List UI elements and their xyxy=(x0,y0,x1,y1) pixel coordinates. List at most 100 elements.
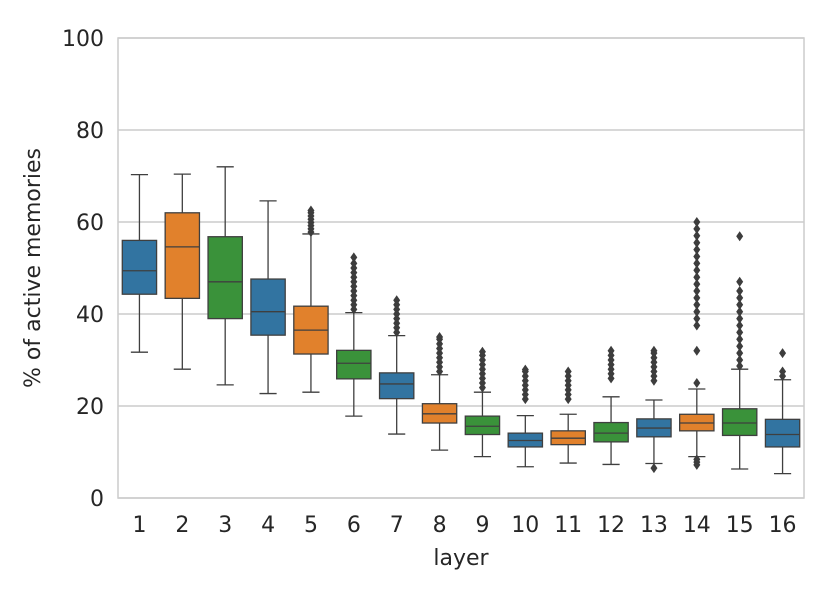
outlier-point xyxy=(693,251,701,262)
box-layer-4 xyxy=(250,200,286,395)
x-tick-label: 15 xyxy=(726,513,754,538)
x-tick-label: 5 xyxy=(304,513,318,538)
outlier-point xyxy=(693,265,701,276)
x-tick-label: 6 xyxy=(347,513,361,538)
y-tick-label: 80 xyxy=(76,119,104,144)
iqr-box xyxy=(121,239,158,295)
box-layer-16 xyxy=(764,348,801,475)
box-layer-11 xyxy=(550,366,586,464)
iqr-box xyxy=(464,415,501,436)
outlier-point xyxy=(736,313,744,324)
box-layer-9 xyxy=(464,346,501,458)
outlier-point xyxy=(693,272,701,283)
x-tick-label: 1 xyxy=(132,513,146,538)
box-layer-6 xyxy=(336,252,372,417)
box-layer-2 xyxy=(164,173,201,370)
x-tick-label: 12 xyxy=(597,513,625,538)
outlier-point xyxy=(693,292,701,303)
outlier-point xyxy=(736,341,744,352)
outlier-point xyxy=(736,355,744,365)
outlier-point xyxy=(779,348,787,359)
outlier-point xyxy=(693,378,701,388)
outlier-point xyxy=(350,258,358,269)
outlier-point xyxy=(736,348,744,359)
iqr-box xyxy=(250,278,286,336)
box-layer-10 xyxy=(507,364,544,468)
outlier-point xyxy=(736,327,744,338)
box-layer-3 xyxy=(207,166,243,386)
iqr-box xyxy=(593,421,629,443)
x-tick-label: 4 xyxy=(261,513,275,538)
box-layer-7 xyxy=(378,295,415,435)
outlier-point xyxy=(478,346,486,357)
outlier-point xyxy=(736,306,744,317)
outlier-point xyxy=(693,223,701,234)
boxes-layer xyxy=(121,166,801,475)
iqr-box xyxy=(764,418,801,448)
outlier-point xyxy=(693,230,701,241)
outlier-point xyxy=(693,345,701,356)
outlier-point xyxy=(736,231,744,242)
y-axis-label: % of active memories xyxy=(21,148,46,388)
outlier-point xyxy=(693,313,701,324)
y-tick-labels: 0 20 40 60 80 100 xyxy=(62,27,104,512)
box-layer-5 xyxy=(293,205,329,393)
box-layer-12 xyxy=(593,345,629,466)
x-tick-label: 2 xyxy=(175,513,189,538)
outlier-point xyxy=(779,366,787,377)
y-tick-label: 40 xyxy=(76,303,104,328)
outlier-point xyxy=(393,295,401,306)
x-tick-label: 16 xyxy=(769,513,797,538)
y-tick-label: 100 xyxy=(62,27,104,52)
y-tick-label: 0 xyxy=(90,487,104,512)
x-tick-label: 10 xyxy=(511,513,539,538)
outlier-point xyxy=(650,463,658,474)
outlier-point xyxy=(693,258,701,269)
outlier-point xyxy=(693,244,701,255)
y-tick-label: 20 xyxy=(76,395,104,420)
outlier-point xyxy=(736,299,744,310)
outlier-point xyxy=(736,320,744,331)
outlier-point xyxy=(693,217,701,227)
outlier-point xyxy=(693,286,701,296)
iqr-box xyxy=(378,372,415,400)
outlier-point xyxy=(650,345,658,356)
x-tick-label: 8 xyxy=(433,513,447,538)
outlier-point xyxy=(736,334,744,345)
iqr-box xyxy=(721,408,758,437)
iqr-box xyxy=(207,236,243,320)
outlier-point xyxy=(521,364,529,375)
x-tick-label: 11 xyxy=(554,513,582,538)
outlier-point xyxy=(607,345,615,356)
outlier-point xyxy=(350,252,358,263)
box-layer-8 xyxy=(421,332,458,451)
outlier-point xyxy=(693,237,701,248)
outlier-point xyxy=(693,279,701,290)
box-layer-13 xyxy=(636,345,672,474)
outlier-point xyxy=(736,286,744,296)
outlier-point xyxy=(693,299,701,310)
outlier-point xyxy=(307,205,315,216)
iqr-box xyxy=(336,349,372,380)
x-tick-label: 7 xyxy=(390,513,404,538)
box-layer-14 xyxy=(679,217,715,470)
outlier-point xyxy=(736,276,744,287)
outlier-point xyxy=(736,292,744,303)
outlier-point xyxy=(693,306,701,317)
x-tick-label: 13 xyxy=(640,513,668,538)
iqr-box xyxy=(164,212,201,300)
plot-frame xyxy=(117,37,805,499)
box-layer-15 xyxy=(721,231,758,470)
outlier-point xyxy=(736,360,744,371)
x-tick-labels: 1 2 3 4 5 6 7 8 9 10 11 12 13 14 15 16 xyxy=(132,513,796,538)
outlier-point xyxy=(564,366,572,377)
outlier-point xyxy=(693,320,701,331)
x-tick-label: 3 xyxy=(218,513,232,538)
x-tick-label: 9 xyxy=(475,513,489,538)
outlier-point xyxy=(693,454,701,465)
x-tick-label: 14 xyxy=(683,513,711,538)
y-tick-label: 60 xyxy=(76,211,104,236)
x-axis-label: layer xyxy=(433,546,489,571)
box-layer-1 xyxy=(121,173,158,353)
